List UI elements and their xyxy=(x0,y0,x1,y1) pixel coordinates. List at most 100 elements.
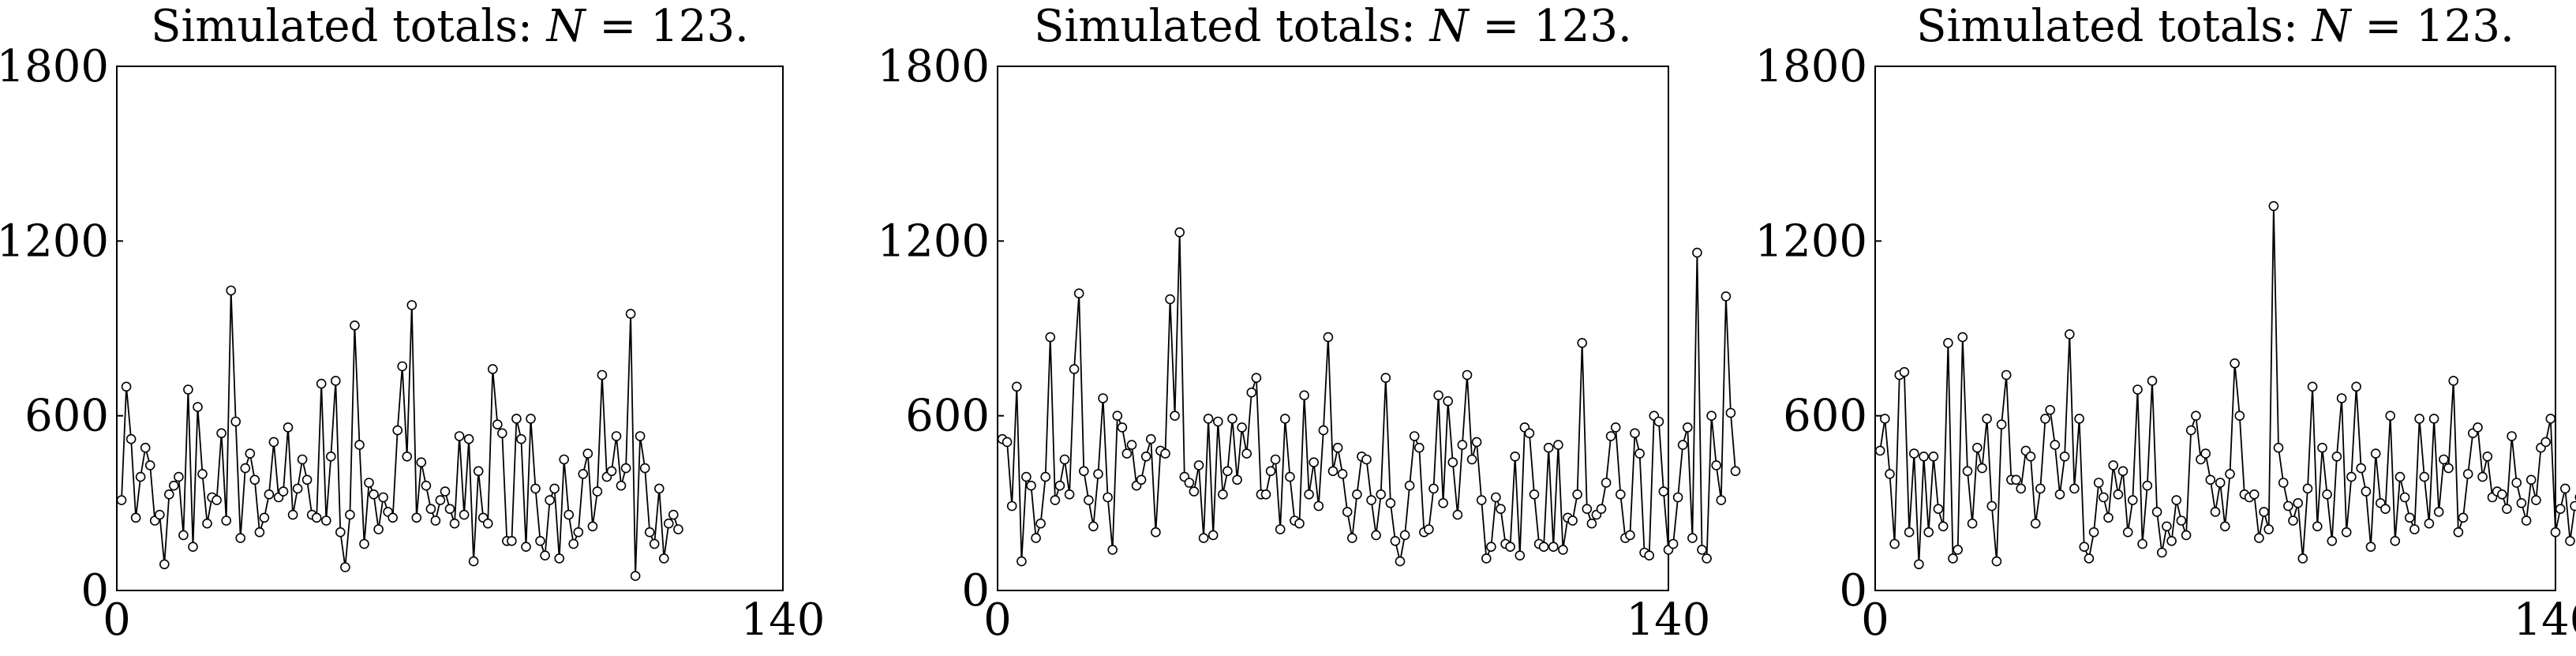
data-point xyxy=(1390,535,1401,546)
data-point xyxy=(2370,448,2381,459)
data-point xyxy=(1218,489,1228,500)
data-point xyxy=(2419,471,2430,482)
data-point xyxy=(1352,489,1362,500)
data-point xyxy=(1486,542,1496,553)
data-point xyxy=(406,300,417,310)
data-point xyxy=(1923,527,1934,538)
data-point xyxy=(2054,489,2065,500)
data-point xyxy=(2327,535,2338,546)
data-point xyxy=(1677,440,1688,450)
data-point xyxy=(2448,376,2458,386)
data-point xyxy=(183,384,193,395)
data-point xyxy=(1098,393,1108,403)
data-point xyxy=(1313,500,1324,512)
data-point xyxy=(2390,535,2401,546)
data-point xyxy=(635,431,646,441)
data-point xyxy=(658,553,669,564)
data-point xyxy=(2385,410,2395,422)
y-tick-label: 600 xyxy=(905,391,990,442)
data-point xyxy=(1112,410,1123,422)
chart-title: Simulated totals: N = 123. xyxy=(1916,1,2514,52)
y-tick-label: 0 xyxy=(80,565,109,617)
data-point xyxy=(193,402,203,412)
data-point xyxy=(1919,451,1929,462)
data-point xyxy=(249,474,260,485)
data-point xyxy=(449,518,460,529)
chart-panel-2: Simulated totals: N = 123. 0 600 1200 1800 0 1… xyxy=(877,1,1741,646)
data-point xyxy=(1017,556,1027,567)
data-point xyxy=(2050,440,2061,450)
data-point xyxy=(2516,497,2527,508)
data-point xyxy=(587,521,598,532)
chart-title-text: Simulated totals: xyxy=(1034,1,1429,52)
data-point xyxy=(320,515,331,526)
data-point xyxy=(1616,489,1626,500)
chart-title-text: Simulated totals: xyxy=(151,1,546,52)
data-point xyxy=(573,527,584,538)
data-point xyxy=(1031,533,1041,543)
data-point xyxy=(1567,515,1578,526)
y-tick-label: 600 xyxy=(24,391,109,442)
y-tick-label: 1800 xyxy=(877,41,990,92)
data-point xyxy=(202,518,212,529)
x-tick-label: 0 xyxy=(1861,594,1889,646)
data-point xyxy=(1725,407,1736,418)
data-point xyxy=(2317,442,2327,453)
data-point xyxy=(2550,527,2561,538)
data-point xyxy=(1323,332,1334,343)
data-point xyxy=(2414,414,2424,424)
data-point xyxy=(130,512,141,523)
data-point xyxy=(511,414,522,424)
data-point xyxy=(1208,530,1219,541)
data-point xyxy=(2132,384,2143,395)
data-point xyxy=(616,480,627,491)
x-tick-label: 0 xyxy=(983,594,1012,646)
chart-title-n: N xyxy=(2311,1,2353,52)
data-point xyxy=(1366,495,1376,505)
data-point xyxy=(1012,381,1022,392)
data-point xyxy=(2045,404,2055,415)
data-point xyxy=(2220,521,2230,532)
data-point xyxy=(535,535,545,546)
data-point xyxy=(1002,437,1013,448)
data-point xyxy=(1668,538,1679,549)
data-point xyxy=(516,433,526,444)
data-point xyxy=(2093,478,2104,488)
series-line xyxy=(1879,206,2576,564)
data-point xyxy=(2443,463,2454,474)
data-point xyxy=(644,527,655,538)
data-point xyxy=(530,483,541,494)
data-point xyxy=(473,466,484,477)
data-point xyxy=(1342,507,1353,517)
data-point xyxy=(316,378,327,389)
data-point xyxy=(1462,369,1473,380)
data-point xyxy=(397,361,408,372)
data-point xyxy=(1327,466,1339,477)
data-point xyxy=(135,471,146,482)
data-point xyxy=(1121,448,1133,459)
data-point xyxy=(2351,381,2361,392)
data-point xyxy=(2507,431,2517,441)
data-point xyxy=(1909,448,1919,459)
data-point xyxy=(2433,507,2444,517)
data-point xyxy=(1126,440,1137,450)
y-tick-label: 1200 xyxy=(1754,216,1867,267)
data-point xyxy=(2025,451,2036,462)
data-point xyxy=(2555,504,2566,515)
data-point xyxy=(1543,442,1554,453)
data-point xyxy=(1692,247,1702,258)
data-point xyxy=(212,495,222,505)
data-point xyxy=(2531,495,2541,505)
data-point xyxy=(1447,457,1458,468)
data-point xyxy=(2254,533,2264,543)
data-point xyxy=(2365,542,2376,553)
series-line xyxy=(1002,232,1736,562)
data-point xyxy=(144,460,155,470)
data-point xyxy=(1529,489,1540,500)
data-point xyxy=(2477,471,2488,482)
data-point xyxy=(402,451,413,462)
data-point xyxy=(1275,524,1286,534)
data-point xyxy=(1586,518,1597,529)
data-point xyxy=(2147,376,2158,386)
data-point xyxy=(1683,422,1693,433)
